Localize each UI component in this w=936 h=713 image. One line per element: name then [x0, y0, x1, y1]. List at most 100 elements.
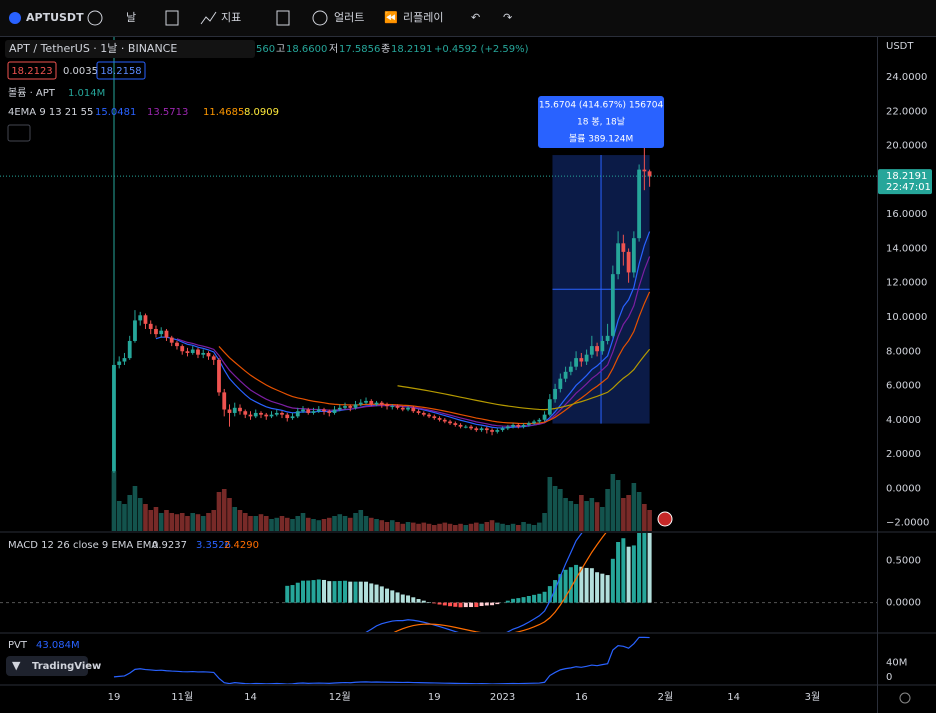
volume-bar — [127, 495, 133, 531]
volume-bar — [568, 501, 574, 531]
ema-value: 15.0481 — [95, 107, 136, 118]
candle-body — [385, 404, 389, 407]
y-tick-label: 4.0000 — [886, 415, 921, 426]
candle-body — [474, 428, 479, 431]
candle-body — [521, 424, 526, 427]
volume-bar — [621, 498, 626, 531]
volume-bar — [195, 514, 201, 531]
x-tick-label: 3월 — [805, 691, 821, 703]
macd-histogram — [537, 593, 542, 603]
settings[interactable] — [899, 692, 911, 704]
interval[interactable]: 날 — [126, 11, 136, 24]
ask-box[interactable] — [96, 61, 146, 80]
macd-line — [365, 533, 583, 632]
y-tick-label: 20.0000 — [886, 141, 927, 152]
candle-body — [285, 414, 290, 419]
undo[interactable]: ↶ — [471, 11, 480, 24]
macd-histogram — [301, 580, 306, 603]
volume-bar — [495, 522, 500, 531]
candle-body — [526, 423, 531, 425]
pvt-tick-label: 0 — [886, 672, 892, 683]
legend-close: 18.2191 — [391, 44, 432, 55]
measure-label-box — [538, 96, 665, 149]
volume-bar — [143, 504, 148, 531]
candle-body — [143, 315, 148, 324]
add-icon[interactable] — [87, 10, 103, 26]
x-tick-label: 19 — [108, 692, 121, 703]
macd-histogram — [542, 591, 547, 603]
volume-bar — [342, 516, 348, 531]
ema-value: 11.4685 — [203, 107, 244, 118]
macd-histogram — [332, 581, 337, 603]
price-pane — [0, 140, 877, 531]
candle-body — [358, 402, 363, 405]
candle-body — [505, 426, 510, 429]
volume-bar — [521, 522, 526, 531]
volume-bar — [363, 516, 369, 531]
toolbar-items[interactable]: APTUSDT 날 지표 얼러트 ⏪ 리플레이 ↶ ↷ — [9, 10, 512, 26]
candle-body — [322, 409, 326, 412]
candle-body — [133, 320, 137, 341]
macd-histogram — [521, 597, 526, 603]
candle-body — [316, 409, 321, 412]
volume-bar — [284, 517, 290, 531]
volume-value: 1.014M — [68, 88, 105, 99]
candle-body — [374, 402, 379, 405]
volume-bar — [479, 523, 484, 531]
candle-body — [196, 349, 200, 355]
replay-icon: ⏪ — [384, 11, 398, 24]
volume-bar — [274, 517, 280, 531]
candle-body — [574, 358, 578, 367]
candle-body — [180, 346, 185, 352]
macd-histogram — [637, 533, 642, 603]
volume-bar — [437, 523, 442, 531]
logo[interactable] — [6, 656, 88, 676]
candle-body — [637, 169, 642, 239]
volume-bar — [605, 489, 610, 531]
volume-bar — [253, 516, 259, 531]
candle-body — [558, 378, 563, 389]
replay[interactable]: 리플레이 — [403, 11, 443, 24]
macd-histogram — [647, 533, 652, 603]
chart-type-icon[interactable] — [165, 10, 179, 26]
macd-histogram — [511, 598, 516, 603]
volume-bar — [537, 522, 542, 531]
volume-bar — [526, 523, 532, 531]
redo[interactable]: ↷ — [503, 11, 512, 24]
candle-body — [411, 407, 416, 412]
volume-bar — [232, 507, 238, 531]
macd-histogram — [348, 581, 353, 603]
logo-mark: ▼ — [12, 659, 21, 672]
countdown: 22:47:01 — [886, 182, 931, 193]
volume-bar — [468, 523, 474, 531]
candle-body — [589, 346, 594, 355]
volume-bar — [389, 520, 395, 531]
volume-bar — [337, 514, 343, 531]
event-flag[interactable] — [657, 511, 673, 527]
bid-box[interactable] — [7, 61, 57, 80]
candle-body — [453, 423, 458, 425]
layout-icon[interactable] — [276, 10, 290, 26]
alerts[interactable]: 얼러트 — [334, 10, 364, 24]
ema-legend: 4EMA 9 13 21 55 — [8, 107, 93, 118]
volume-bar — [594, 502, 600, 531]
candle-body — [616, 243, 621, 275]
macd-histogram — [595, 572, 600, 603]
macd-histogram — [427, 602, 432, 603]
signal-line — [393, 533, 607, 632]
macd-histogram — [442, 602, 447, 606]
indicators[interactable]: 지표 — [221, 11, 241, 24]
collapse-button[interactable] — [7, 124, 31, 142]
y-tick-label: 24.0000 — [886, 72, 927, 83]
volume-bar — [484, 522, 490, 531]
currency[interactable]: USDT — [886, 41, 914, 52]
macd-histogram — [568, 567, 573, 603]
candle-body — [511, 424, 515, 427]
volume-bar — [269, 519, 274, 531]
y-tick-label: 12.0000 — [886, 278, 927, 289]
symbol[interactable]: APTUSDT — [26, 11, 84, 24]
candle-body — [332, 409, 337, 413]
volume-bar — [290, 519, 295, 531]
macd-histogram — [411, 597, 416, 603]
